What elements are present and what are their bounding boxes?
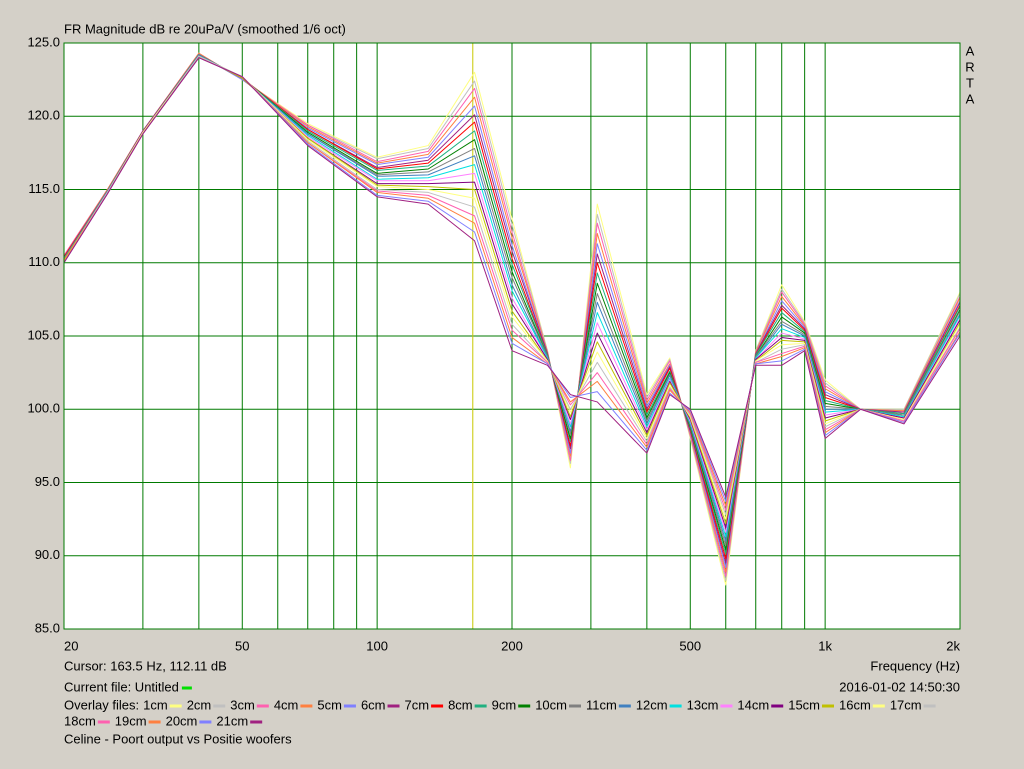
y-tick-label: 105.0 <box>27 327 60 342</box>
y-tick-label: 95.0 <box>35 474 60 489</box>
legend-label: 21cm <box>216 713 248 728</box>
y-tick-label: 120.0 <box>27 108 60 123</box>
x-tick-label: 200 <box>501 638 523 653</box>
cursor-readout: Cursor: 163.5 Hz, 112.11 dB <box>64 658 227 673</box>
y-tick-label: 125.0 <box>27 34 60 49</box>
legend-label: 5cm <box>317 697 342 712</box>
x-tick-label: 2k <box>946 638 960 653</box>
curves <box>63 52 961 586</box>
legend-label: 3cm <box>230 697 255 712</box>
labels: 85.0 90.0 95.0 100.0 105.0 110.0 115.0 120.0 125… <box>27 34 975 690</box>
legend-label: 1cm <box>143 697 168 712</box>
legend-label: 17cm <box>890 697 922 712</box>
y-tick-label: 115.0 <box>28 181 60 196</box>
grid <box>63 42 961 630</box>
legend-label: 9cm <box>492 697 517 712</box>
brand-letter: T <box>966 75 974 90</box>
legend-label: 10cm <box>535 697 567 712</box>
x-tick-label: 20 <box>64 638 78 653</box>
legend-label: 20cm <box>166 713 198 728</box>
legend-label: 6cm <box>361 697 386 712</box>
legend-label: 16cm <box>839 697 871 712</box>
legend-label: 7cm <box>405 697 430 712</box>
legend-label: 12cm <box>636 697 668 712</box>
y-tick-label: 100.0 <box>27 401 60 416</box>
x-tick-label: 100 <box>366 638 388 653</box>
legend-label: 4cm <box>274 697 299 712</box>
y-tick-label: 110.0 <box>28 254 60 269</box>
legend-label: 11cm <box>586 697 617 712</box>
y-tick-label: 85.0 <box>35 620 60 635</box>
brand-letter: A <box>966 91 975 106</box>
legend-label: 2cm <box>187 697 212 712</box>
legend-title: Overlay files: <box>64 697 139 712</box>
x-tick-label: 500 <box>679 638 701 653</box>
legend-label: 13cm <box>687 697 719 712</box>
legend-label: 15cm <box>788 697 820 712</box>
brand-letter: R <box>965 59 974 74</box>
legend-label: 8cm <box>448 697 473 712</box>
brand-letter: A <box>966 43 975 58</box>
timestamp: 2016-01-02 14:50:30 <box>839 679 960 694</box>
legend-label: 14cm <box>737 697 769 712</box>
x-axis-label: Frequency (Hz) <box>870 658 960 673</box>
response-curve <box>63 57 961 498</box>
x-tick-label: 1k <box>818 638 832 653</box>
legend-label: 18cm <box>64 713 96 728</box>
footer: Celine - Poort output vs Positie woofers <box>64 731 292 746</box>
x-tick-label: 50 <box>235 638 249 653</box>
y-tick-label: 90.0 <box>35 547 60 562</box>
current-file: Current file: Untitled <box>64 679 179 694</box>
chart-title: FR Magnitude dB re 20uPa/V (smoothed 1/6… <box>64 21 346 36</box>
legend-label: 19cm <box>115 713 147 728</box>
plot-border <box>63 42 961 630</box>
legend: 1cm 2cm 3cm 4cm 5cm 6cm 7cm 8cm 9cm 10cm 11cm 12cm 1… <box>64 697 936 728</box>
